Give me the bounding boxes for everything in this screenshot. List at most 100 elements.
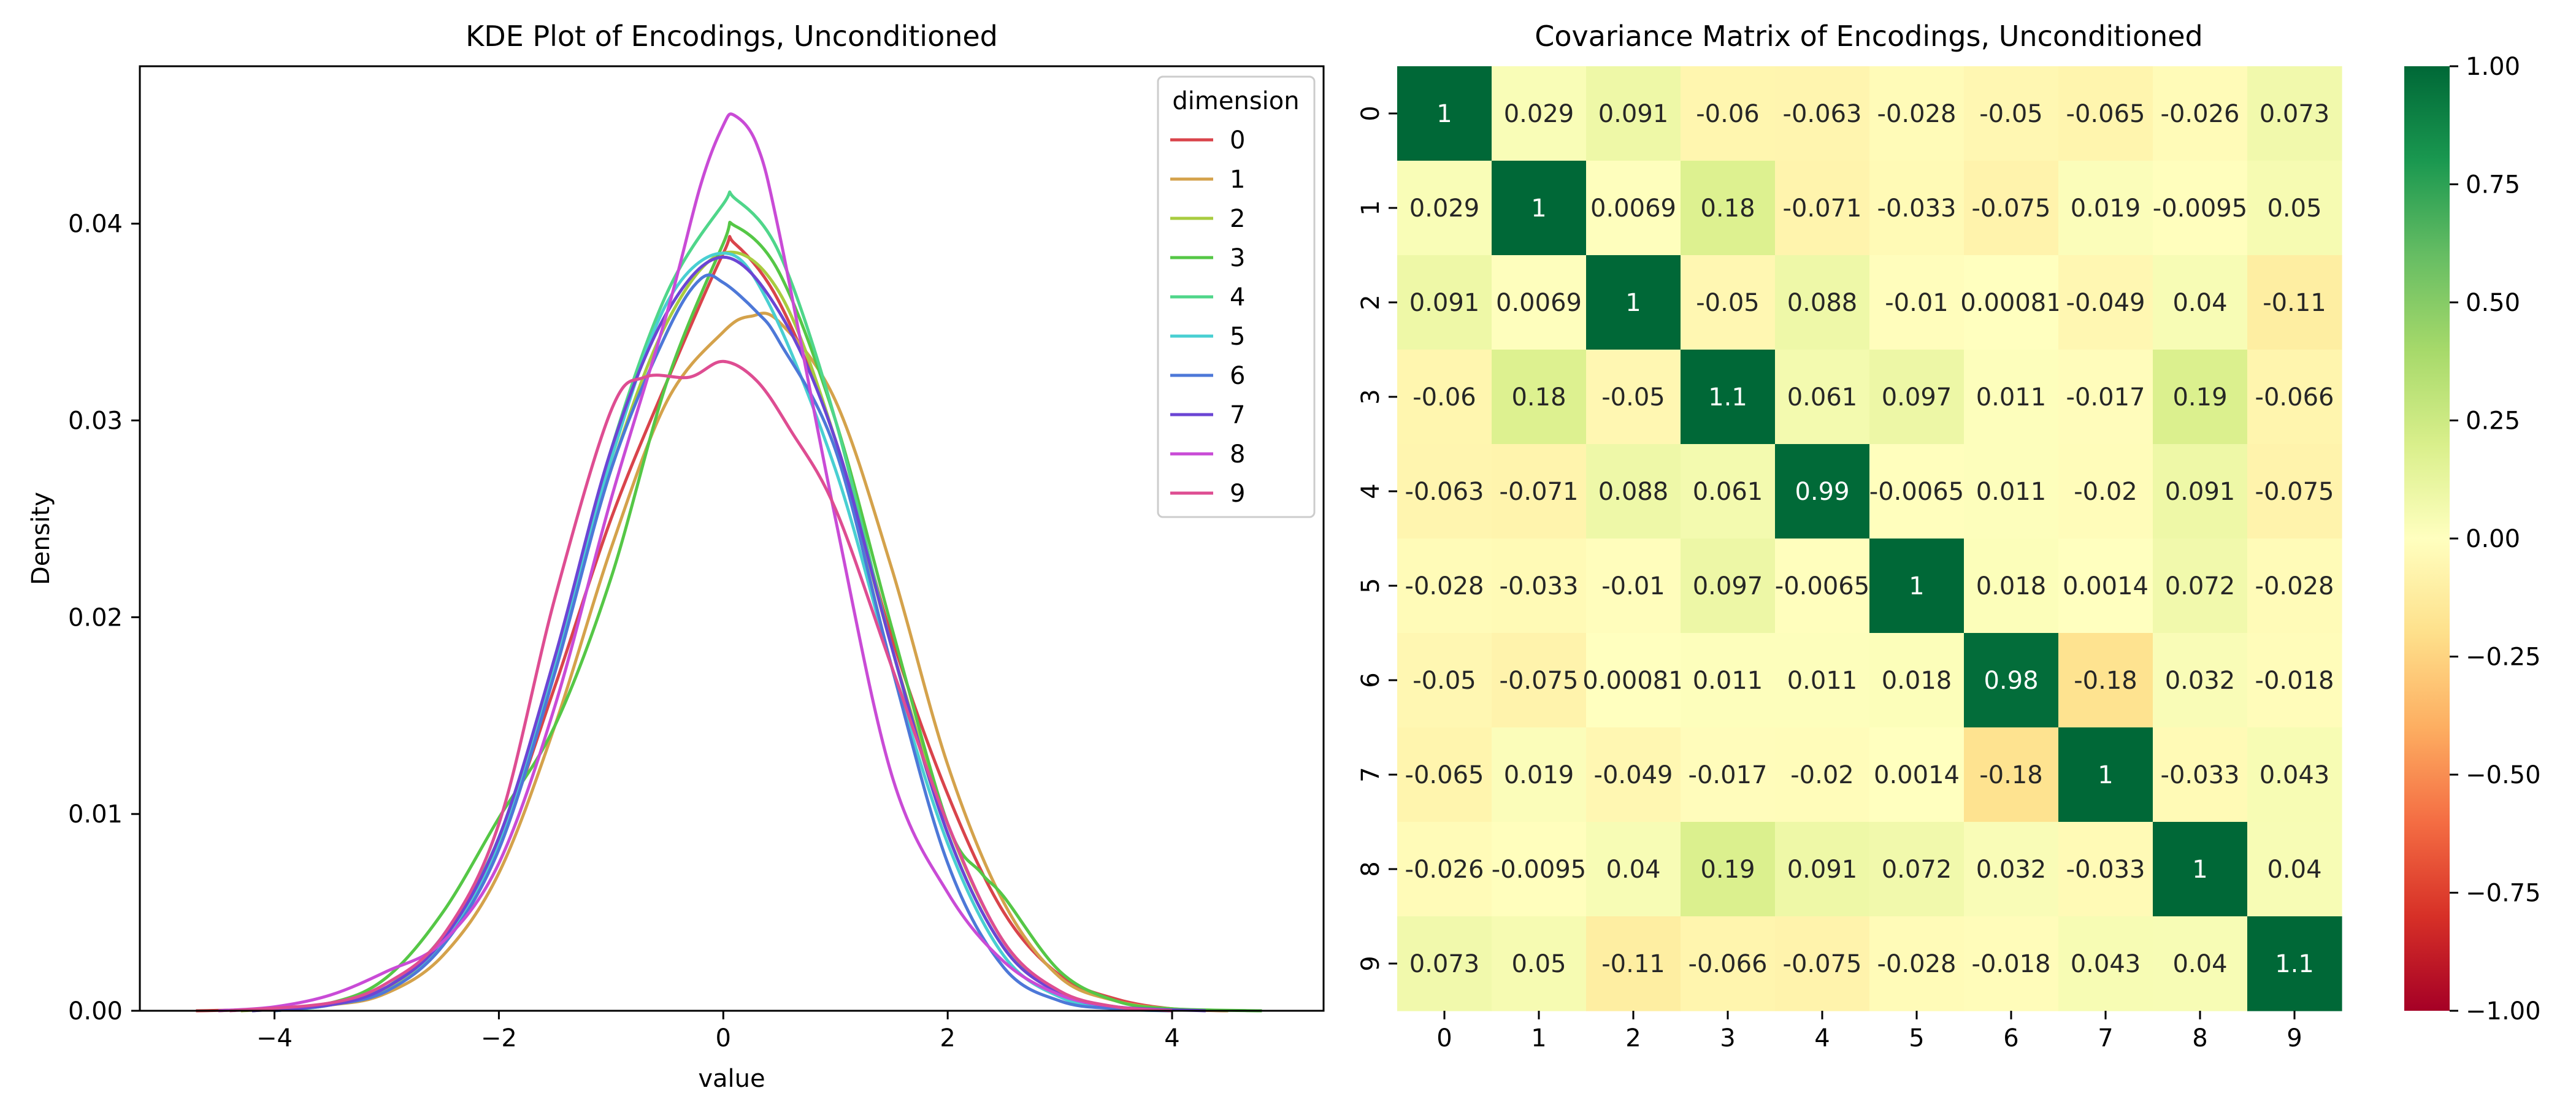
heatmap-cell-value: -0.01 [1601, 572, 1665, 600]
colorbar-tick-label: −0.25 [2466, 643, 2541, 672]
kde-x-axis-label: value [698, 1065, 765, 1093]
heatmap-cell-value: -0.075 [1972, 194, 2051, 223]
heatmap-cell [2058, 66, 2153, 161]
kde-x-tick-label: −4 [256, 1024, 293, 1052]
heatmap-cell [1397, 822, 1492, 917]
heatmap-x-tick-label: 9 [2287, 1024, 2302, 1052]
heatmap-cell [2058, 350, 2153, 445]
heatmap-cell-value: 0.088 [1598, 478, 1669, 506]
heatmap-cell [1492, 916, 1587, 1011]
heatmap-cell [1586, 633, 1681, 728]
heatmap-y-tick-label: 1 [1357, 200, 1385, 215]
heatmap-cell-value: -0.0065 [1869, 478, 1964, 506]
heatmap-cell-value: 0.0069 [1590, 194, 1676, 223]
heatmap-cell [1681, 916, 1776, 1011]
heatmap-cell-value: 0.011 [1976, 383, 2047, 412]
heatmap-cell [1869, 727, 1965, 822]
heatmap-cell-value: -0.028 [2255, 572, 2334, 600]
heatmap-cell-value: -0.02 [1790, 761, 1854, 789]
heatmap-cell [1397, 161, 1492, 256]
heatmap-x-tick-label: 0 [1436, 1024, 1452, 1052]
heatmap-cell-value: 0.091 [1409, 289, 1480, 317]
heatmap-cell-value: -0.026 [1405, 856, 1484, 884]
heatmap-cell-value: 0.032 [1976, 856, 2047, 884]
heatmap-cell-value: -0.066 [1689, 950, 1768, 978]
legend-label-4: 4 [1230, 283, 1245, 312]
heatmap-cell [1681, 255, 1776, 350]
kde-y-tick-label: 0.01 [68, 800, 123, 829]
heatmap-cell-value: -0.017 [2066, 383, 2145, 412]
heatmap-cell-value: -0.0065 [1775, 572, 1869, 600]
heatmap-cell [1869, 539, 1965, 634]
heatmap-x-axis: 0 1 2 3 4 5 6 7 8 9 [1436, 1011, 2302, 1052]
heatmap-cell-value: 0.04 [1606, 856, 1660, 884]
heatmap-cell-value: -0.049 [2066, 289, 2145, 317]
heatmap-cell-value: 0.04 [2267, 856, 2321, 884]
legend-label-7: 7 [1230, 401, 1245, 429]
heatmap-cell [1681, 350, 1776, 445]
heatmap-y-tick-label: 6 [1357, 672, 1385, 688]
heatmap-y-tick-label: 4 [1357, 483, 1385, 499]
heatmap-y-axis: 0 1 2 3 4 5 6 7 8 9 [1357, 105, 1397, 972]
heatmap-cell [1586, 255, 1681, 350]
heatmap-cell-value: -0.033 [2161, 761, 2240, 789]
kde-line-2 [240, 250, 1173, 1013]
heatmap-cell [1775, 350, 1870, 445]
legend-label-1: 1 [1230, 166, 1245, 194]
heatmap-cell [1681, 161, 1776, 256]
legend-items: 0 1 2 3 4 5 6 7 8 9 [1170, 126, 1245, 508]
heatmap-cell-value: 0.061 [1787, 383, 1858, 412]
heatmap-cell [1964, 633, 2059, 728]
heatmap-cell [1397, 255, 1492, 350]
heatmap-cell [2058, 727, 2153, 822]
heatmap-cell-value: -0.18 [1979, 761, 2043, 789]
heatmap-cell [2058, 255, 2153, 350]
heatmap-cell-value: 0.073 [2260, 100, 2330, 128]
kde-line-6 [274, 273, 1173, 1013]
heatmap-cell-value: 0.18 [1511, 383, 1566, 412]
heatmap-cell [2153, 727, 2248, 822]
heatmap-cell [1964, 66, 2059, 161]
heatmap-y-tick-label: 0 [1357, 105, 1385, 121]
heatmap-cell-value: 0.018 [1976, 572, 2047, 600]
heatmap-cell [2153, 822, 2248, 917]
heatmap-cell [1492, 444, 1587, 539]
legend-label-0: 0 [1230, 126, 1245, 155]
heatmap-cell [1775, 255, 1870, 350]
legend-label-6: 6 [1230, 362, 1245, 390]
kde-chart: KDE Plot of Encodings, Unconditioned −4−… [27, 20, 1325, 1093]
heatmap-cell-value: -0.066 [2255, 383, 2334, 412]
heatmap-x-tick-label: 4 [1814, 1024, 1830, 1052]
heatmap-cell-value: 0.05 [2267, 194, 2321, 223]
heatmap-cell [1397, 66, 1492, 161]
heatmap-cell-value: 0.98 [1984, 667, 2038, 695]
heatmap-cell [1492, 161, 1587, 256]
heatmap-cell-value: 0.0014 [1874, 761, 1960, 789]
heatmap-cell [1964, 539, 2059, 634]
heatmap-cell [2153, 66, 2248, 161]
kde-y-axis: 0.00 0.01 0.02 0.03 0.04 [68, 210, 140, 1025]
kde-line-1 [218, 312, 1229, 1013]
heatmap-y-tick-label: 5 [1357, 578, 1385, 593]
kde-y-tick-label: 0.00 [68, 997, 123, 1025]
heatmap-cell-value: 0.19 [2172, 383, 2227, 412]
heatmap-x-tick-label: 3 [1720, 1024, 1735, 1052]
heatmap-cell-value: -0.028 [1877, 950, 1957, 978]
heatmap-cell [2058, 539, 2153, 634]
heatmap-cell [1586, 727, 1681, 822]
kde-y-tick-label: 0.04 [68, 210, 123, 239]
heatmap-cell-value: -0.05 [1979, 100, 2043, 128]
kde-y-axis-label: Density [27, 492, 55, 585]
heatmap-cell [1775, 66, 1870, 161]
kde-x-tick-label: 4 [1164, 1024, 1179, 1052]
heatmap-cell-value: -0.05 [1601, 383, 1665, 412]
legend-label-5: 5 [1230, 323, 1245, 351]
heatmap-cell [1492, 350, 1587, 445]
heatmap-cell [2247, 916, 2342, 1011]
heatmap-cell [1397, 633, 1492, 728]
heatmap-cell-value: -0.063 [1783, 100, 1862, 128]
heatmap-cell [2058, 633, 2153, 728]
heatmap-cell-value: 1.1 [1708, 383, 1747, 412]
heatmap-cell [1681, 633, 1776, 728]
heatmap-cell [1492, 727, 1587, 822]
